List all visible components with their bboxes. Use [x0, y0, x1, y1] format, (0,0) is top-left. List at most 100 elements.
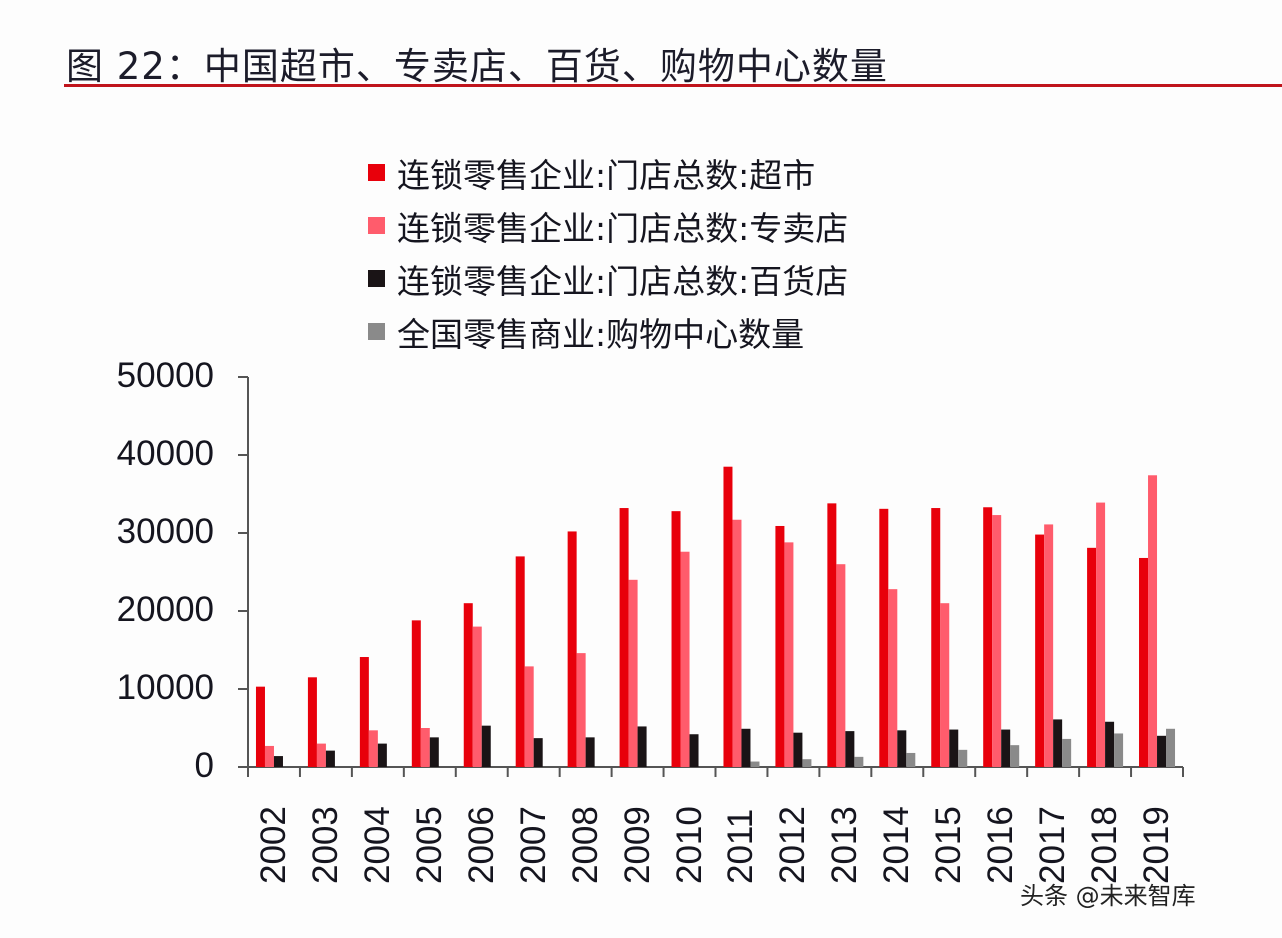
- bar-mall-2012: [802, 759, 812, 767]
- x-tick-label: 2019: [1137, 806, 1177, 884]
- legend-label: 连锁零售企业:门店总数:专卖店: [397, 208, 849, 248]
- bar-specialty-2015: [940, 603, 950, 767]
- bar-specialty-2009: [628, 579, 638, 767]
- bar-department-2007: [533, 738, 543, 767]
- bar-mall-2016: [1010, 745, 1020, 767]
- bar-department-2015: [949, 729, 959, 767]
- bar-department-2005: [429, 737, 439, 767]
- x-tick-label: 2007: [513, 806, 553, 884]
- bar-department-2012: [793, 732, 803, 767]
- y-tick-label: 0: [194, 746, 214, 785]
- x-tick-label: 2004: [357, 806, 397, 884]
- y-tick-label: 30000: [116, 512, 214, 551]
- bar-supermarket-2012: [775, 525, 785, 767]
- figure-title: 图 22：中国超市、专卖店、百货、购物中心数量: [66, 45, 888, 88]
- x-tick-label: 2014: [877, 806, 917, 884]
- bar-specialty-2013: [836, 564, 846, 767]
- bar-department-2006: [481, 725, 491, 767]
- x-tick-label: 2011: [721, 808, 761, 884]
- bar-department-2011: [741, 728, 751, 767]
- x-tick-label: 2008: [565, 806, 605, 884]
- bar-mall-2018: [1114, 733, 1124, 767]
- bar-specialty-2017: [1044, 524, 1054, 767]
- bar-supermarket-2017: [1035, 534, 1045, 767]
- y-tick-label: 40000: [116, 434, 214, 473]
- bar-specialty-2012: [784, 542, 794, 767]
- legend-item-specialty: 连锁零售企业:门店总数:专卖店: [368, 199, 848, 252]
- bar-supermarket-2018: [1087, 547, 1097, 767]
- bar-department-2014: [897, 730, 907, 767]
- x-tick-label: 2002: [253, 806, 293, 884]
- bar-specialty-2011: [732, 519, 742, 767]
- bar-supermarket-2011: [723, 466, 733, 767]
- bar-mall-2015: [958, 749, 968, 767]
- legend-swatch-specialty: [368, 217, 385, 234]
- bar-department-2017: [1053, 719, 1063, 767]
- x-tick-label: 2003: [305, 806, 345, 884]
- bar-specialty-2019: [1148, 475, 1158, 767]
- y-tick-label: 10000: [116, 668, 214, 707]
- bar-supermarket-2002: [255, 686, 265, 767]
- y-tick-label: 20000: [116, 590, 214, 629]
- bar-supermarket-2013: [827, 503, 837, 767]
- legend-swatch-mall: [368, 323, 385, 340]
- bar-department-2008: [585, 737, 595, 767]
- x-tick-label: 2009: [617, 806, 657, 884]
- legend-swatch-department: [368, 270, 385, 287]
- bar-department-2004: [377, 743, 387, 767]
- bar-department-2002: [273, 756, 283, 767]
- bar-department-2010: [689, 734, 699, 767]
- watermark: 头条 @未来智库: [1020, 882, 1196, 910]
- bar-supermarket-2008: [567, 531, 577, 767]
- y-tick-label: 50000: [116, 356, 214, 395]
- bar-mall-2017: [1062, 738, 1072, 767]
- x-tick-label: 2005: [409, 806, 449, 884]
- bar-supermarket-2007: [515, 556, 525, 767]
- bar-specialty-2007: [524, 666, 534, 767]
- bar-mall-2019: [1166, 728, 1176, 767]
- bar-specialty-2004: [368, 730, 378, 767]
- bar-specialty-2005: [420, 728, 430, 767]
- legend-label: 连锁零售企业:门店总数:百货店: [397, 261, 849, 301]
- legend-item-department: 连锁零售企业:门店总数:百货店: [368, 252, 848, 305]
- chart-legend: 连锁零售企业:门店总数:超市 连锁零售企业:门店总数:专卖店 连锁零售企业:门店…: [368, 146, 848, 358]
- x-tick-label: 2018: [1085, 806, 1125, 884]
- bar-supermarket-2006: [463, 603, 473, 767]
- legend-item-mall: 全国零售商业:购物中心数量: [368, 305, 848, 358]
- x-tick-label: 2015: [929, 806, 969, 884]
- bar-department-2013: [845, 731, 855, 767]
- legend-item-supermarket: 连锁零售企业:门店总数:超市: [368, 146, 848, 199]
- x-tick-label: 2017: [1033, 806, 1073, 884]
- bar-supermarket-2009: [619, 508, 629, 767]
- bar-supermarket-2010: [671, 511, 681, 767]
- x-tick-label: 2010: [669, 806, 709, 884]
- bar-specialty-2010: [680, 551, 690, 767]
- bar-department-2009: [637, 726, 647, 767]
- bar-supermarket-2016: [983, 507, 993, 767]
- bar-mall-2011: [750, 761, 760, 767]
- bar-department-2019: [1157, 735, 1167, 767]
- bar-department-2003: [325, 750, 335, 767]
- bar-supermarket-2004: [359, 657, 369, 767]
- bar-supermarket-2015: [931, 508, 941, 767]
- title-rule: [64, 84, 1282, 87]
- bar-department-2016: [1001, 729, 1011, 767]
- bar-supermarket-2014: [879, 508, 889, 767]
- bar-supermarket-2005: [411, 620, 421, 767]
- bar-specialty-2003: [316, 743, 326, 767]
- bar-specialty-2008: [576, 653, 586, 767]
- x-tick-label: 2013: [825, 806, 865, 884]
- bar-department-2018: [1105, 721, 1115, 767]
- x-tick-label: 2016: [981, 806, 1021, 884]
- bar-mall-2013: [854, 756, 864, 767]
- bar-specialty-2006: [472, 626, 482, 767]
- x-tick-label: 2012: [773, 806, 813, 884]
- legend-label: 连锁零售企业:门店总数:超市: [397, 155, 816, 195]
- bar-specialty-2002: [264, 745, 274, 767]
- legend-swatch-supermarket: [368, 164, 385, 181]
- bar-specialty-2016: [992, 515, 1002, 767]
- legend-label: 全国零售商业:购物中心数量: [397, 314, 805, 354]
- bar-specialty-2018: [1096, 502, 1106, 767]
